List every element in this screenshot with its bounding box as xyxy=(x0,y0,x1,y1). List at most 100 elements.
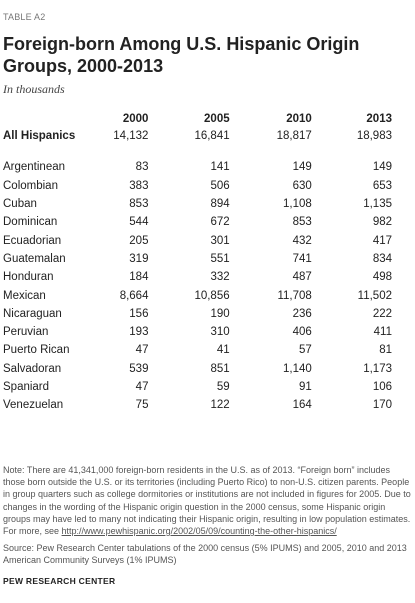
cell-2000: 319 xyxy=(129,252,149,265)
row-label: Mexican xyxy=(3,289,46,302)
cell-2013: 411 xyxy=(373,326,392,339)
table-row: Venezuelan 75 122 164 170 xyxy=(3,396,392,414)
cell-2013: 149 xyxy=(372,161,392,174)
cell-2013: 222 xyxy=(372,307,392,320)
cell-2010: 11,708 xyxy=(277,289,312,302)
header-2010: 2010 xyxy=(286,113,312,125)
cell-2000: 853 xyxy=(129,198,149,211)
source: Source: Pew Research Center tabulations … xyxy=(3,543,407,566)
table-label: TABLE A2 xyxy=(3,12,46,22)
data-table: 2000 2005 2010 2013 All Hispanics 14,132… xyxy=(3,111,392,414)
cell-2000: 47 xyxy=(135,344,149,357)
cell-2000: 47 xyxy=(135,381,149,393)
cell-2005: 122 xyxy=(210,399,230,412)
table-row: Cuban 853 894 1,108 1,135 xyxy=(3,195,392,213)
table-row: Spaniard 47 59 91 106 xyxy=(3,378,392,396)
cell-2005: 59 xyxy=(216,381,230,393)
cell-2013: 498 xyxy=(372,271,392,284)
cell-2000: 205 xyxy=(129,234,149,247)
cell-2010: 406 xyxy=(292,326,312,339)
note: Note: There are 41,341,000 foreign-born … xyxy=(3,464,412,537)
cell-2005: 190 xyxy=(210,307,230,320)
header-2005: 2005 xyxy=(204,113,230,125)
cell-2013: 11,502 xyxy=(357,289,392,302)
cell-2005: 310 xyxy=(210,326,230,339)
table-row: Colombian 383 506 630 653 xyxy=(3,177,392,195)
row-label: All Hispanics xyxy=(3,130,76,143)
row-label: Ecuadorian xyxy=(3,234,62,247)
cell-2005: 851 xyxy=(210,362,230,375)
cell-2010: 57 xyxy=(298,344,312,357)
cell-2010: 236 xyxy=(292,307,312,320)
row-label: Puerto Rican xyxy=(3,344,70,357)
cell-2005: 332 xyxy=(210,271,230,284)
table-row: Honduran 184 332 487 498 xyxy=(3,268,392,286)
table-row: Argentinean 83 141 149 149 xyxy=(3,158,392,176)
row-label: Spaniard xyxy=(3,381,50,393)
cell-2000: 383 xyxy=(129,179,149,192)
cell-2013: 653 xyxy=(372,179,392,192)
table-row: Ecuadorian 205 301 432 417 xyxy=(3,231,392,249)
cell-2013: 1,173 xyxy=(363,362,392,375)
cell-2010: 149 xyxy=(292,161,312,174)
cell-2010: 630 xyxy=(292,179,312,192)
cell-2010: 18,817 xyxy=(276,130,312,143)
row-label: Guatemalan xyxy=(3,252,66,265)
header-2013: 2013 xyxy=(366,113,392,125)
cell-2013: 170 xyxy=(372,399,392,412)
cell-2005: 10,856 xyxy=(194,289,230,302)
table-row: Dominican 544 672 853 982 xyxy=(3,213,392,231)
cell-2000: 544 xyxy=(129,216,149,229)
cell-2005: 301 xyxy=(210,234,230,247)
cell-2000: 539 xyxy=(129,362,149,375)
row-label: Colombian xyxy=(3,179,58,192)
table-row: Mexican 8,664 10,856 11,708 11,502 xyxy=(3,286,392,304)
row-label: Honduran xyxy=(3,271,54,284)
cell-2005: 894 xyxy=(210,198,230,211)
table-row: Puerto Rican 47 41 57 81 xyxy=(3,341,392,359)
header-2000: 2000 xyxy=(122,113,149,125)
row-label: Cuban xyxy=(3,198,37,211)
cell-2010: 741 xyxy=(292,252,312,265)
row-label: Argentinean xyxy=(3,161,66,174)
row-label: Dominican xyxy=(3,216,58,229)
row-label: Nicaraguan xyxy=(3,307,62,320)
cell-2013: 81 xyxy=(379,344,392,357)
header-origin xyxy=(3,111,113,127)
cell-2000: 8,664 xyxy=(119,289,149,302)
cell-2000: 14,132 xyxy=(113,130,149,143)
cell-2013: 417 xyxy=(372,234,392,247)
row-label: Peruvian xyxy=(3,326,49,339)
footer-brand: PEW RESEARCH CENTER xyxy=(3,576,116,586)
cell-2000: 75 xyxy=(135,399,149,412)
cell-2010: 432 xyxy=(292,234,312,247)
row-label: Salvadoran xyxy=(3,362,62,375)
row-label: Venezuelan xyxy=(3,399,64,412)
cell-2005: 16,841 xyxy=(194,130,230,143)
cell-2010: 91 xyxy=(298,381,312,393)
cell-2010: 1,108 xyxy=(283,198,312,211)
cell-2013: 1,135 xyxy=(363,198,392,211)
table-row: Nicaraguan 156 190 236 222 xyxy=(3,305,392,323)
cell-2000: 83 xyxy=(135,161,149,174)
cell-2000: 184 xyxy=(129,271,149,284)
cell-2010: 164 xyxy=(292,399,312,412)
subtitle: In thousands xyxy=(3,82,65,96)
table-row: Guatemalan 319 551 741 834 xyxy=(3,250,392,268)
all-hispanics-row: All Hispanics 14,132 16,841 18,817 18,98… xyxy=(3,127,392,145)
spacer-row xyxy=(3,145,392,158)
cell-2010: 853 xyxy=(292,216,312,229)
note-link[interactable]: http://www.pewhispanic.org/2002/05/09/co… xyxy=(61,526,337,537)
cell-2005: 672 xyxy=(210,216,230,229)
cell-2013: 982 xyxy=(372,216,392,229)
table-row: Peruvian 193 310 406 411 xyxy=(3,323,392,341)
cell-2005: 506 xyxy=(210,179,230,192)
page-title: Foreign-born Among U.S. Hispanic Origin … xyxy=(3,34,360,76)
cell-2005: 551 xyxy=(210,252,230,265)
cell-2000: 156 xyxy=(129,307,149,320)
cell-2000: 193 xyxy=(129,326,149,339)
cell-2005: 141 xyxy=(210,161,230,174)
cell-2010: 1,140 xyxy=(283,362,312,375)
header-row: 2000 2005 2010 2013 xyxy=(3,111,392,127)
